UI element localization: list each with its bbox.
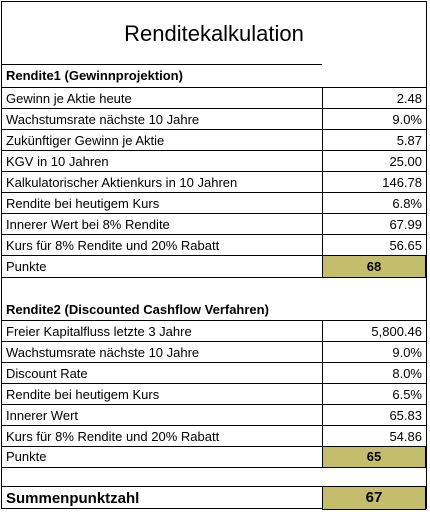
score-row-rendite2: Punkte 65 [2,446,426,468]
row-value[interactable]: 54.86 [322,425,426,446]
row-value[interactable]: 25.00 [322,150,426,171]
row-label: KGV in 10 Jahren [2,150,322,171]
row-value[interactable]: 2.48 [322,87,426,108]
row-value[interactable]: 6.8% [322,192,426,213]
row-label: Wachstumsrate nächste 10 Jahre [2,341,322,362]
row-label: Kurs für 8% Rendite und 20% Rabatt [2,234,322,255]
total-row: Summenpunktzahl 67 [2,486,426,510]
row-value[interactable]: 67.99 [322,213,426,234]
row-label: Rendite bei heutigem Kurs [2,192,322,213]
table-row: Kurs für 8% Rendite und 20% Rabatt 54.86 [2,425,426,446]
row-label: Zukünftiger Gewinn je Aktie [2,129,322,150]
score-label: Punkte [2,255,322,278]
row-label: Innerer Wert [2,404,322,425]
table-row: Wachstumsrate nächste 10 Jahre 9.0% [2,341,426,362]
row-value[interactable]: 65.83 [322,404,426,425]
row-label: Freier Kapitalfluss letzte 3 Jahre [2,320,322,341]
row-value[interactable]: 5.87 [322,129,426,150]
score-value[interactable]: 65 [322,446,426,468]
section-header-rendite1: Rendite1 (Gewinnprojektion) [2,64,426,85]
row-label: Wachstumsrate nächste 10 Jahre [2,108,322,129]
row-label: Kalkulatorischer Aktienkurs in 10 Jahren [2,171,322,192]
table-row: Innerer Wert 65.83 [2,404,426,425]
row-label: Kurs für 8% Rendite und 20% Rabatt [2,425,322,446]
row-label: Rendite bei heutigem Kurs [2,383,322,404]
score-label: Punkte [2,446,322,468]
row-value[interactable]: 5,800.46 [322,320,426,341]
table-row: Discount Rate 8.0% [2,362,426,383]
sheet-title: Renditekalkulation [124,21,304,46]
section-header-label: Rendite2 (Discounted Cashflow Verfahren) [6,302,269,317]
row-label: Gewinn je Aktie heute [2,87,322,108]
score-value[interactable]: 68 [322,255,426,278]
row-label: Innerer Wert bei 8% Rendite [2,213,322,234]
row-value[interactable]: 146.78 [322,171,426,192]
row-label: Discount Rate [2,362,322,383]
row-value[interactable]: 8.0% [322,362,426,383]
row-value[interactable]: 6.5% [322,383,426,404]
table-row: Wachstumsrate nächste 10 Jahre 9.0% [2,108,426,129]
section-header-label: Rendite1 (Gewinnprojektion) [2,64,322,85]
total-value[interactable]: 67 [322,486,426,510]
table-row: Rendite bei heutigem Kurs 6.5% [2,383,426,404]
table-row: Innerer Wert bei 8% Rendite 67.99 [2,213,426,234]
table-row: Kalkulatorischer Aktienkurs in 10 Jahren… [2,171,426,192]
table-row: Freier Kapitalfluss letzte 3 Jahre 5,800… [2,320,426,341]
row-value[interactable]: 9.0% [322,108,426,129]
row-value[interactable]: 56.65 [322,234,426,255]
table-row: Zukünftiger Gewinn je Aktie 5.87 [2,129,426,150]
table-row: Gewinn je Aktie heute 2.48 [2,87,426,108]
total-label: Summenpunktzahl [2,486,322,510]
section-header-rendite2: Rendite2 (Discounted Cashflow Verfahren) [2,298,426,320]
table-row: KGV in 10 Jahren 25.00 [2,150,426,171]
row-value[interactable]: 9.0% [322,341,426,362]
table-row: Rendite bei heutigem Kurs 6.8% [2,192,426,213]
table-row: Kurs für 8% Rendite und 20% Rabatt 56.65 [2,234,426,255]
score-row-rendite1: Punkte 68 [2,255,426,278]
